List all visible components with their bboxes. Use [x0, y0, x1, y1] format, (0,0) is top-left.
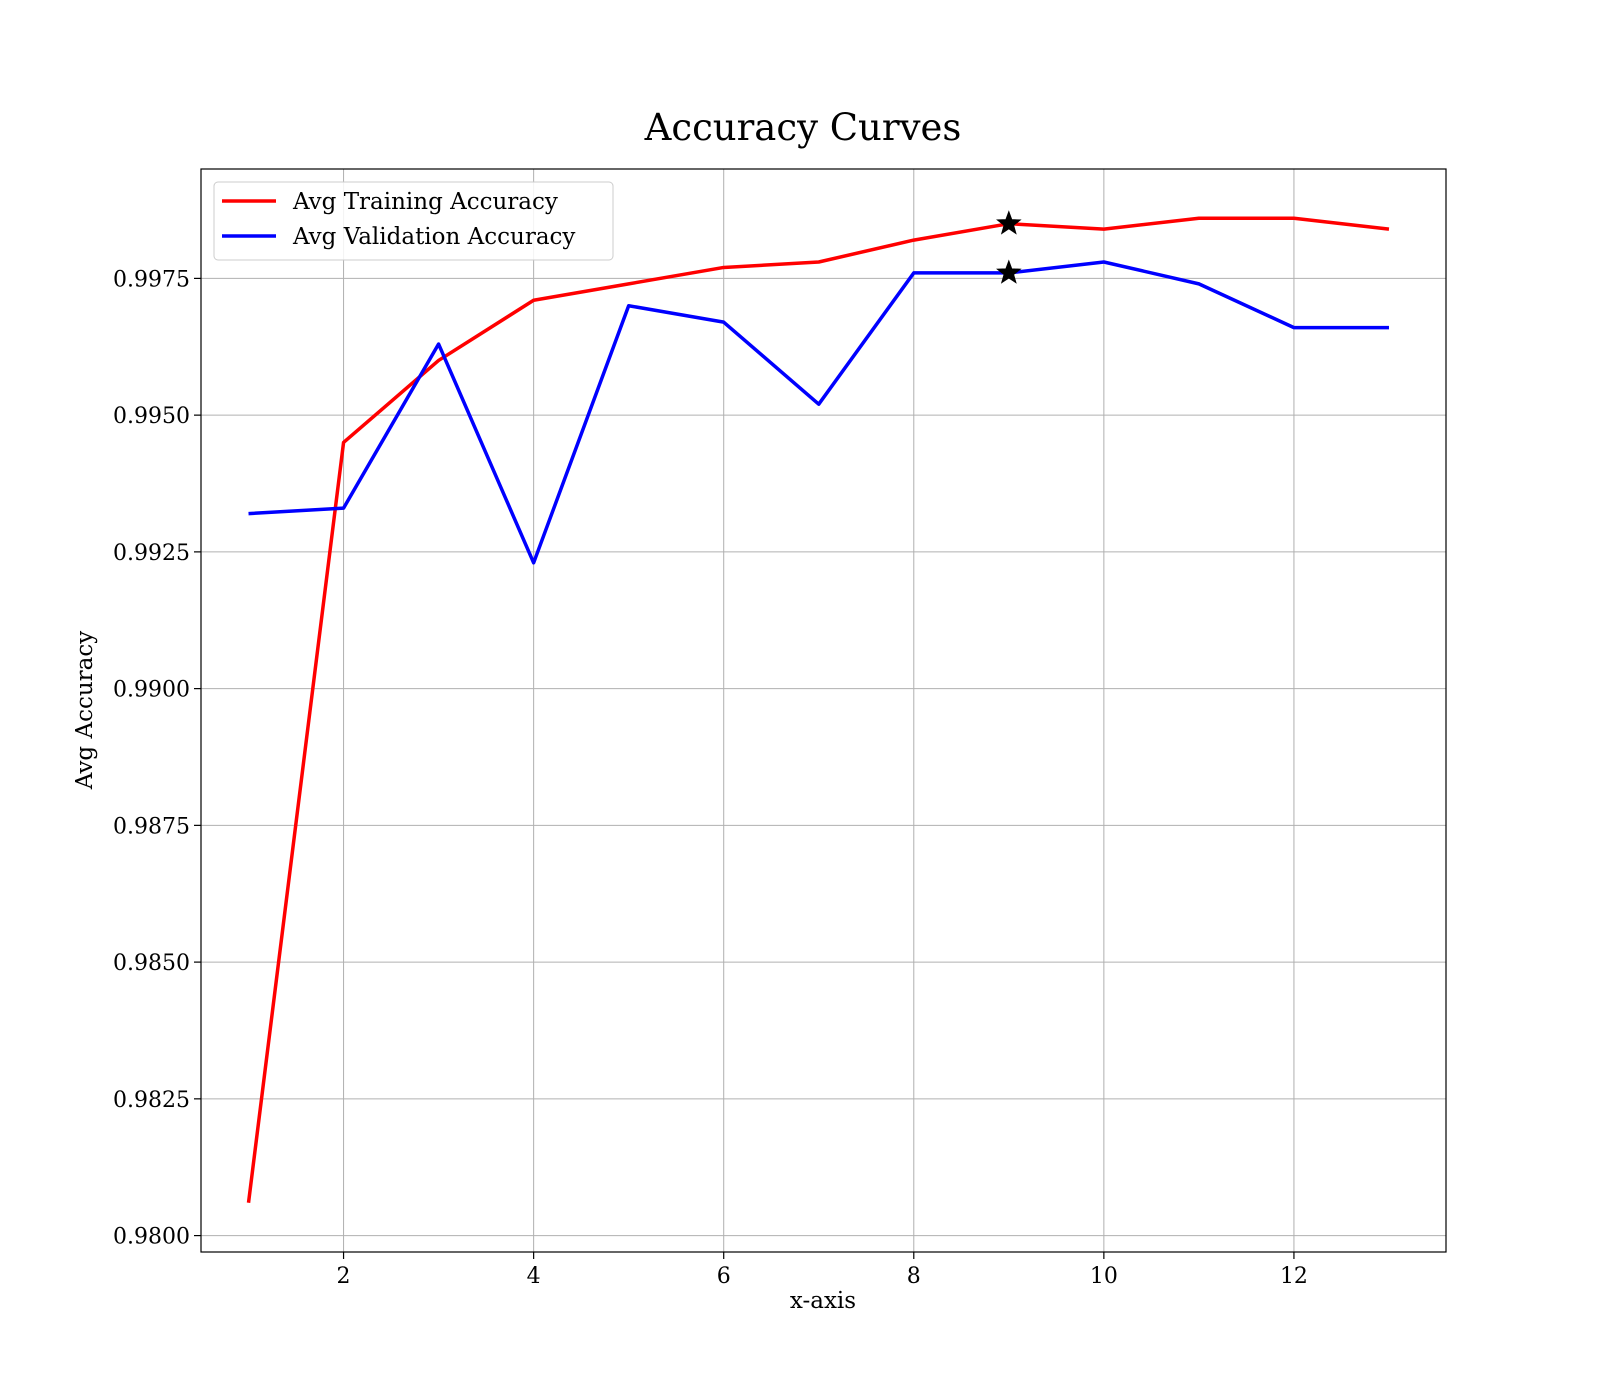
x-tick-label: 8: [907, 1264, 921, 1289]
plot-frame: [200, 168, 1447, 1253]
x-tick-label: 12: [1280, 1264, 1308, 1289]
legend-label-training: Avg Training Accuracy: [292, 189, 558, 215]
legend-label-validation: Avg Validation Accuracy: [292, 224, 575, 250]
y-tick-label: 0.9975: [113, 267, 190, 292]
legend: Avg Training Accuracy Avg Validation Acc…: [213, 181, 614, 261]
y-tick-label: 0.9925: [113, 541, 190, 566]
legend-box: [213, 181, 614, 261]
best-epoch-star-validation: [996, 259, 1022, 284]
y-tick-label: 0.9850: [113, 951, 190, 976]
x-tick-label: 4: [527, 1264, 541, 1289]
chart-title: Accuracy Curves: [644, 106, 962, 149]
x-axis-label: x-axis: [790, 1288, 856, 1314]
series-line-validation: [248, 260, 1389, 565]
y-tick-label: 0.9950: [113, 404, 190, 429]
x-tick-label: 10: [1090, 1264, 1118, 1289]
y-axis-label: Avg Accuracy: [72, 631, 98, 790]
best-epoch-star-training: [996, 210, 1022, 235]
x-tick-label: 6: [717, 1264, 731, 1289]
grid-layer: [201, 169, 1446, 1252]
x-tick-label: 2: [337, 1264, 351, 1289]
y-tick-label: 0.9825: [113, 1088, 190, 1113]
y-tick-label: 0.9875: [113, 814, 190, 839]
y-tick-label: 0.9800: [113, 1225, 190, 1250]
tick-layer: 2 4 6 8 10 12 0.9800 0.9825 0.9850 0.9875 0.9900 0.…: [113, 267, 1308, 1289]
marker-layer: [996, 210, 1022, 284]
series-line-training: [246, 216, 1390, 1203]
y-tick-label: 0.9900: [113, 678, 190, 703]
series-layer: [246, 216, 1390, 1203]
